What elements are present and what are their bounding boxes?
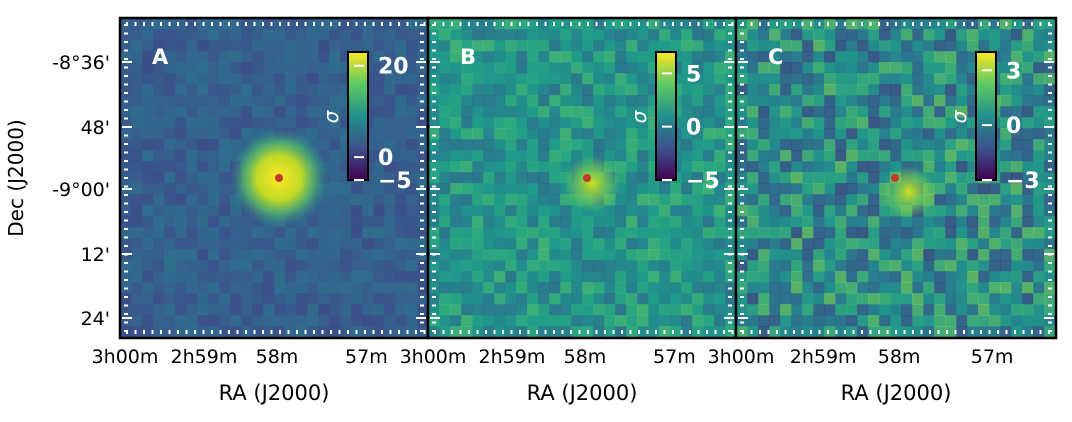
colorbar-tick-label: 20 — [378, 55, 409, 80]
x-axis-label: RA (J2000) — [219, 381, 330, 405]
source-marker — [583, 174, 591, 182]
x-tick-label: 2h59m — [790, 346, 857, 368]
y-tick-label: -8°36' — [52, 52, 110, 74]
panel-label: B — [460, 45, 476, 69]
colorbar-tick-label: 0 — [378, 146, 393, 171]
x-tick-label: 58m — [256, 346, 299, 368]
panel-frame — [734, 16, 1058, 340]
colorbar-tick-label: −3 — [1006, 169, 1040, 194]
colorbar-label: σ — [319, 109, 343, 123]
x-tick-label: 58m — [564, 346, 607, 368]
y-tick-label: -9°00' — [52, 179, 110, 201]
x-tick-label: 3h00m — [708, 346, 775, 368]
x-tick-label: 3h00m — [92, 346, 159, 368]
x-tick-label: 3h00m — [400, 346, 467, 368]
colorbar-tick-label: 0 — [1006, 114, 1021, 139]
colorbar-tick-label: −5 — [378, 169, 412, 194]
colorbar — [655, 51, 677, 181]
x-tick-label: 2h59m — [479, 346, 546, 368]
panel-a: A 20 0−5 σ 3h00m 2h59m 58m 57m RA (J2000) -8°36' 4… — [52, 16, 430, 405]
x-tick-label: 57m — [971, 346, 1014, 368]
panel-c: C 3 0 −3 σ 3h00m 2h59m 58m 57m RA (J2000) — [708, 16, 1058, 405]
source-marker — [891, 174, 899, 182]
x-tick-label: 2h59m — [171, 346, 238, 368]
colorbar — [347, 51, 369, 181]
colorbar-tick-label: 5 — [686, 62, 701, 87]
colorbar-tick-label: 0 — [686, 116, 701, 141]
x-tick-label: 58m — [878, 346, 921, 368]
panel-label: A — [152, 45, 169, 69]
x-axis-label: RA (J2000) — [841, 381, 952, 405]
y-tick-label: 12' — [81, 244, 110, 266]
x-tick-label: 57m — [345, 346, 388, 368]
panel-b: B 5 0 −5 σ 3h00m 2h59m 58m 57m RA (J2000) — [400, 16, 738, 405]
colorbar-label: σ — [627, 109, 651, 123]
y-tick-label: 24' — [81, 308, 110, 330]
colorbar-tick-label: 3 — [1006, 59, 1021, 84]
x-tick-label: 57m — [653, 346, 696, 368]
source-marker — [275, 174, 283, 182]
x-axis-label: RA (J2000) — [527, 381, 638, 405]
heatmap-image — [120, 18, 428, 338]
y-axis-label: Dec (J2000) — [4, 119, 28, 236]
colorbar-label: σ — [947, 109, 971, 123]
y-tick-label: 48' — [81, 117, 110, 139]
colorbar-tick-label: −5 — [686, 169, 720, 194]
panel-label: C — [768, 45, 783, 69]
